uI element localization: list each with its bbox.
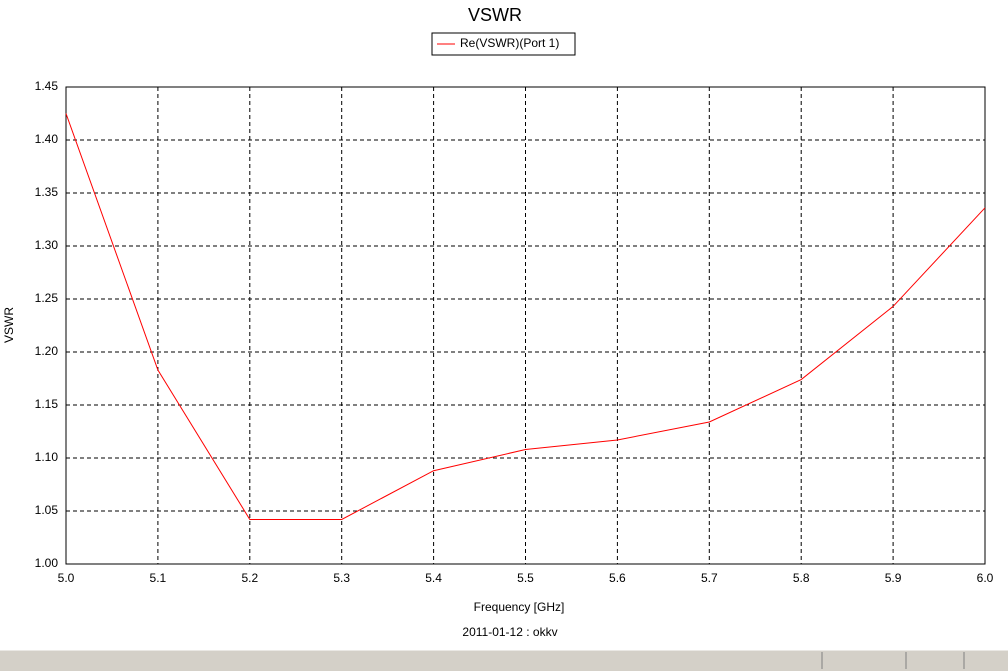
footer: 2011-01-12 : okkv (462, 625, 557, 639)
x-tick-label: 5.9 (885, 571, 902, 585)
y-tick-label: 1.30 (35, 238, 59, 252)
y-tick-label: 1.20 (35, 344, 59, 358)
x-tick-label: 5.4 (425, 571, 442, 585)
status-bar (0, 650, 1008, 671)
y-tick-label: 1.25 (35, 291, 59, 305)
x-tick-label: 5.6 (609, 571, 626, 585)
y-tick-label: 1.10 (35, 450, 59, 464)
x-tick-label: 5.8 (793, 571, 810, 585)
y-tick-label: 1.45 (35, 79, 59, 93)
y-tick-label: 1.15 (35, 397, 59, 411)
plot-border (65, 86, 986, 565)
x-tick-label: 5.3 (333, 571, 350, 585)
x-tick-label: 5.7 (701, 571, 718, 585)
x-tick-label: 5.5 (517, 571, 534, 585)
y-axis-label: VSWR (2, 307, 16, 343)
data-line (65, 113, 986, 520)
x-tick-label: 6.0 (977, 571, 994, 585)
x-tick-label: 5.2 (241, 571, 258, 585)
y-tick-label: 1.05 (35, 503, 59, 517)
y-tick-label: 1.00 (35, 556, 59, 570)
y-tick-label: 1.40 (35, 132, 59, 146)
y-tick-label: 1.35 (35, 185, 59, 199)
legend-label: Re(VSWR)(Port 1) (460, 36, 559, 50)
x-axis-label: Frequency [GHz] (474, 600, 565, 614)
x-tick-label: 5.1 (150, 571, 167, 585)
x-tick-label: 5.0 (58, 571, 75, 585)
legend-box (431, 32, 576, 56)
chart-title: VSWR (468, 5, 522, 25)
